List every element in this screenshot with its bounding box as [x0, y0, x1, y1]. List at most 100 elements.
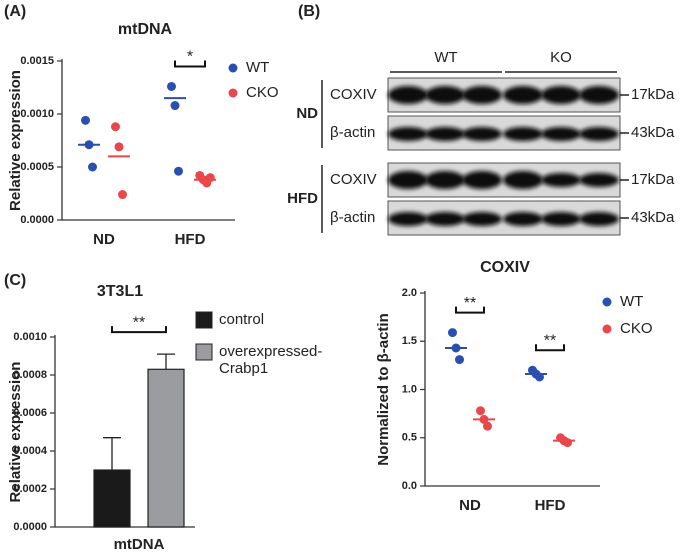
y-axis-title: Normalized to β-actin — [375, 313, 392, 466]
blot-band — [541, 127, 581, 141]
group-label: WT — [434, 49, 457, 66]
chart-title: 3T3L1 — [97, 283, 143, 300]
legend-label: CKO — [620, 320, 653, 337]
legend-label: WT — [620, 293, 643, 310]
data-point — [88, 162, 97, 172]
legend-marker — [195, 343, 213, 361]
blot-band — [388, 127, 428, 141]
y-tick-label: 0.0006 — [13, 407, 47, 419]
y-tick-label: 0.0008 — [13, 369, 47, 381]
blot-band — [425, 86, 465, 104]
y-tick-label: 0.0000 — [20, 214, 54, 226]
size-label: 43kDa — [631, 209, 675, 226]
data-point — [81, 115, 90, 125]
chart-title: COXIV — [480, 259, 530, 276]
blot-band — [462, 171, 502, 189]
data-point — [170, 101, 180, 111]
y-tick-label: 0.0005 — [20, 161, 54, 173]
y-tick-label: 0.5 — [402, 432, 417, 444]
y-tick-label: 0.0010 — [13, 331, 47, 343]
x-tick-label: ND — [459, 497, 481, 514]
blot-band — [462, 127, 502, 141]
y-tick-label: 0.0010 — [20, 108, 54, 120]
legend-marker — [228, 63, 238, 73]
condition-label: ND — [296, 105, 318, 122]
y-tick-label: 0.0 — [402, 480, 417, 492]
blot-band — [503, 127, 543, 141]
legend-marker — [228, 88, 238, 98]
blot-band — [425, 212, 465, 226]
data-point — [174, 166, 183, 176]
y-tick-label: 0.0002 — [13, 483, 47, 495]
legend-label: CKO — [246, 84, 279, 101]
data-point — [167, 81, 176, 91]
y-axis-title: Relative expression — [7, 362, 24, 503]
blot-band — [425, 171, 465, 189]
size-label: 17kDa — [631, 171, 675, 188]
x-tick-label: mtDNA — [114, 536, 165, 553]
panel-label: (A) — [4, 3, 26, 20]
bar — [147, 368, 185, 528]
y-tick-label: 0.0015 — [20, 55, 54, 67]
data-point — [483, 421, 492, 431]
significance-label: ** — [133, 314, 145, 331]
blot-band — [541, 212, 581, 226]
blot-band — [541, 173, 581, 187]
legend-marker — [602, 297, 612, 307]
y-tick-label: 2.0 — [402, 287, 417, 299]
significance-label: ** — [544, 332, 556, 349]
legend-label: overexpressed-Crabp1 — [219, 343, 323, 377]
blot-band — [388, 86, 428, 104]
y-axis-title: Relative expression — [7, 70, 24, 211]
blot-band — [388, 212, 428, 226]
panel-label: (C) — [4, 272, 26, 289]
protein-label: β-actin — [330, 124, 375, 141]
blot-band — [462, 86, 502, 104]
significance-bracket — [455, 306, 485, 314]
blot-band — [579, 86, 619, 104]
legend-label: WT — [246, 59, 269, 76]
x-tick-label: ND — [93, 231, 115, 248]
y-tick-label: 0.0000 — [13, 521, 47, 533]
protein-label: COXIV — [330, 86, 377, 103]
data-point — [455, 355, 464, 365]
legend-marker — [602, 324, 612, 334]
protein-label: β-actin — [330, 209, 375, 226]
data-point — [114, 142, 124, 152]
blot-band — [462, 212, 502, 226]
data-point — [118, 190, 127, 200]
blot-band — [503, 212, 543, 226]
significance-bracket — [111, 326, 167, 334]
blot-band — [579, 127, 619, 141]
condition-label: HFD — [287, 190, 318, 207]
blot-band — [503, 86, 543, 104]
y-tick-label: 0.0004 — [13, 445, 48, 457]
size-label: 43kDa — [631, 124, 675, 141]
protein-label: COXIV — [330, 171, 377, 188]
blot-band — [541, 86, 581, 104]
significance-bracket — [535, 344, 565, 352]
group-label: KO — [550, 49, 572, 66]
data-point — [563, 438, 572, 448]
blot-band — [503, 171, 543, 189]
size-label: 17kDa — [631, 86, 675, 103]
significance-label: ** — [464, 295, 476, 312]
chart-title: mtDNA — [118, 21, 173, 38]
significance-label: * — [187, 49, 193, 66]
y-tick-label: 1.5 — [402, 335, 417, 347]
bar — [93, 469, 131, 528]
blot-band — [579, 173, 619, 187]
data-point — [448, 328, 457, 338]
x-tick-label: HFD — [175, 231, 206, 248]
blot-band — [579, 212, 619, 226]
legend-marker — [195, 311, 213, 329]
data-point — [205, 173, 215, 183]
x-tick-label: HFD — [535, 497, 566, 514]
blot-band — [425, 127, 465, 141]
legend-label: control — [219, 311, 265, 328]
y-tick-label: 1.0 — [402, 383, 417, 395]
panel-label: (B) — [298, 3, 320, 20]
significance-bracket — [174, 60, 206, 68]
